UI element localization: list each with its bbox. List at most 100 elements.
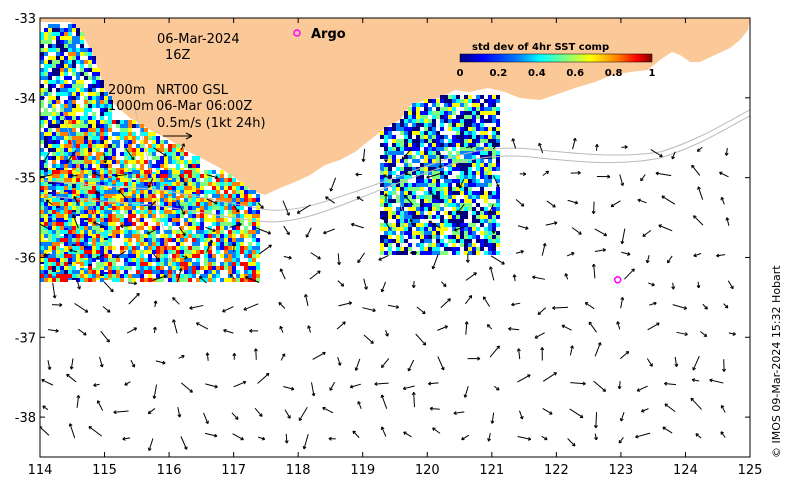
sst-cell [120, 198, 124, 202]
sst-cell [460, 207, 464, 211]
sst-cell [72, 128, 76, 132]
sst-cell [256, 266, 260, 270]
current-arrow [674, 356, 679, 367]
sst-cell [464, 243, 468, 247]
sst-cell [240, 186, 244, 190]
sst-cell [468, 95, 472, 99]
sst-cell [172, 278, 176, 282]
current-arrow [356, 196, 364, 202]
sst-cell [492, 135, 496, 139]
sst-cell [44, 234, 48, 238]
sst-cell [456, 139, 460, 143]
sst-cell [128, 140, 132, 144]
sst-cell [472, 219, 476, 223]
sst-cell [88, 250, 92, 254]
current-arrow [404, 171, 412, 176]
sst-cell [60, 278, 64, 282]
longitude-axis: 114 115 116 117 118 119 120 121 122 123 124 125 [28, 18, 762, 478]
current-arrow [647, 322, 660, 331]
sst-cell [60, 132, 64, 136]
current-arrow [48, 328, 59, 333]
sst-cell [172, 202, 176, 206]
current-arrow [537, 307, 547, 315]
sst-cell [480, 139, 484, 143]
sst-cell [92, 136, 96, 140]
sst-cell [380, 239, 384, 243]
sst-cell [404, 183, 408, 187]
current-arrow [610, 200, 621, 208]
current-arrow [357, 252, 365, 264]
sst-cell [424, 235, 428, 239]
sst-cell [488, 203, 492, 207]
sst-cell [184, 206, 188, 210]
sst-cell [72, 100, 76, 104]
sst-cell [128, 182, 132, 186]
sst-cell [456, 179, 460, 183]
sst-cell [192, 226, 196, 230]
sst-cell [380, 175, 384, 179]
sst-cell [236, 218, 240, 222]
sst-cell [476, 251, 480, 255]
sst-cell [52, 124, 56, 128]
sst-cell [144, 136, 148, 140]
sst-cell [192, 266, 196, 270]
sst-cell [56, 278, 60, 282]
sst-cell [444, 179, 448, 183]
sst-cell [144, 270, 148, 274]
current-arrow [254, 407, 263, 417]
sst-cell [452, 99, 456, 103]
sst-cell [72, 144, 76, 148]
current-arrow [518, 410, 524, 420]
sst-cell [492, 95, 496, 99]
sst-cell [40, 104, 44, 108]
sst-cell [204, 246, 208, 250]
sst-cell [232, 254, 236, 258]
sst-cell [148, 250, 152, 254]
current-arrow [363, 334, 374, 344]
sst-cell [424, 167, 428, 171]
sst-cell [96, 156, 100, 160]
sst-cell [380, 183, 384, 187]
sst-cell [60, 194, 64, 198]
sst-cell [440, 171, 444, 175]
sst-cell [124, 254, 128, 258]
sst-cell [80, 164, 84, 168]
sst-cell [76, 164, 80, 168]
sst-cell [496, 243, 500, 247]
sst-cell [128, 278, 132, 282]
sst-cell [148, 254, 152, 258]
sst-cell [52, 198, 56, 202]
credit-text: © IMOS 09-Mar-2024 15:32 Hobart [770, 265, 783, 458]
sst-cell [408, 195, 412, 199]
sst-cell [444, 115, 448, 119]
current-arrow [542, 170, 550, 176]
sst-cell [84, 210, 88, 214]
sst-cell [80, 254, 84, 258]
sst-cell [40, 250, 44, 254]
current-arrow [619, 412, 625, 422]
current-arrow [74, 303, 89, 313]
sst-cell [88, 258, 92, 262]
sst-cell [408, 171, 412, 175]
sst-cell [472, 147, 476, 151]
argo-float-marker [613, 276, 622, 284]
sst-cell [452, 251, 456, 255]
current-arrow [155, 360, 166, 365]
product-label: NRT00 GSL [156, 83, 229, 98]
sst-cell [444, 203, 448, 207]
sst-cell [460, 227, 464, 231]
sst-cell [52, 112, 56, 116]
current-arrow [416, 306, 426, 315]
sst-cell [204, 202, 208, 206]
current-arrow [329, 381, 336, 391]
sst-cell [480, 119, 484, 123]
sst-cell [136, 258, 140, 262]
sst-cell [68, 68, 72, 72]
current-arrow [691, 378, 700, 383]
sst-cell [404, 111, 408, 115]
sst-cell [56, 198, 60, 202]
sst-cell [476, 163, 480, 167]
sst-cell [64, 206, 68, 210]
sst-cell [168, 226, 172, 230]
current-arrow [542, 407, 553, 415]
